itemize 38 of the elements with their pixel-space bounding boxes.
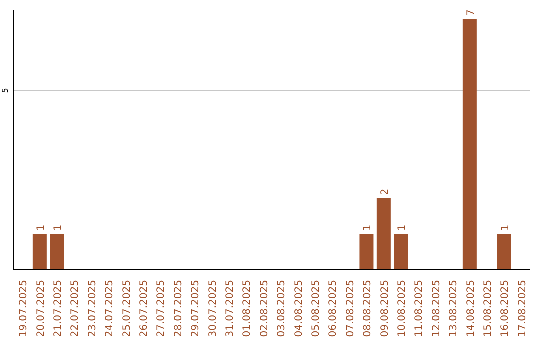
x-tick-label: 09.08.2025 [380, 280, 391, 338]
x-tick-label: 20.07.2025 [36, 280, 47, 338]
data-label: 1 [362, 224, 374, 232]
x-tick-label: 04.08.2025 [294, 280, 305, 338]
x-tick-label: 07.08.2025 [345, 280, 356, 338]
x-tick-label: 17.08.2025 [517, 280, 528, 338]
data-label: 2 [380, 188, 391, 196]
x-tick-label: 01.08.2025 [242, 280, 254, 338]
x-tick-label: 23.07.2025 [87, 280, 98, 338]
x-tick-label: 24.07.2025 [104, 280, 116, 338]
x-tick-label: 11.08.2025 [414, 280, 426, 338]
x-tick-label: 26.07.2025 [139, 280, 150, 338]
x-tick-label: 16.08.2025 [500, 280, 512, 338]
x-tick-label: 22.07.2025 [70, 280, 82, 338]
x-tick-label: 30.07.2025 [208, 280, 219, 338]
x-tick-label: 29.07.2025 [190, 280, 202, 338]
data-label: 7 [466, 10, 477, 16]
data-label: 1 [500, 224, 512, 232]
x-tick-label: 19.07.2025 [18, 280, 30, 338]
x-tick-label: 21.07.2025 [53, 280, 64, 338]
data-label: 1 [36, 224, 47, 232]
x-tick-label: 27.07.2025 [156, 280, 168, 338]
x-tick-label: 15.08.2025 [483, 280, 494, 338]
y-tick-label: 5 [1, 88, 10, 94]
x-tick-label: 05.08.2025 [311, 280, 322, 338]
data-label: 1 [397, 224, 408, 232]
x-tick-label: 28.07.2025 [173, 280, 184, 338]
x-tick-label: 14.08.2025 [466, 280, 477, 338]
x-tick-label: 25.07.2025 [122, 280, 133, 338]
data-label: 1 [53, 224, 64, 232]
x-tick-label: 06.08.2025 [328, 280, 340, 338]
x-tick-label: 03.08.2025 [276, 280, 288, 338]
x-tick-label: 08.08.2025 [362, 280, 374, 338]
x-tick-label: 02.08.2025 [259, 280, 270, 338]
x-tick-label: 31.07.2025 [225, 280, 236, 338]
x-tick-label: 12.08.2025 [431, 280, 442, 338]
x-tick-label: 10.08.2025 [397, 280, 408, 338]
x-tick-label: 13.08.2025 [448, 280, 460, 338]
